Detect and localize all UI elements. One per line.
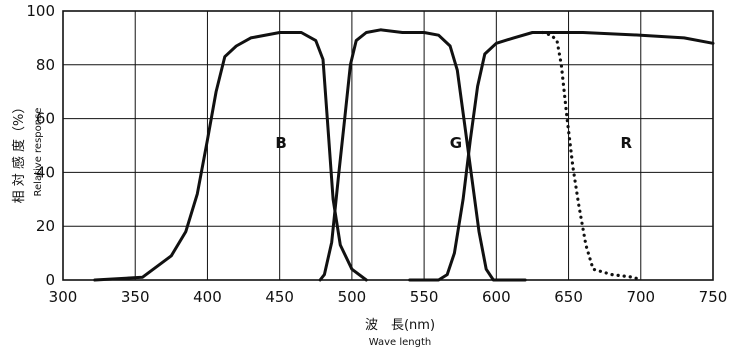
x-tick-label: 550 [410,288,439,306]
x-tick-label: 450 [265,288,294,306]
curve-label-b: B [275,134,286,152]
x-axis-label: 波 長(nm) [365,318,435,333]
x-tick-label: 650 [554,288,583,306]
x-tick-label: 750 [699,288,728,306]
grid-lines [63,11,713,280]
y-tick-label: 100 [26,2,55,20]
x-axis-sublabel: Wave length [369,337,432,348]
x-tick-label: 350 [121,288,150,306]
y-tick-label: 0 [45,271,55,289]
x-tick-label: 500 [338,288,367,306]
tick-labels: 300 350 400 450 500 550 600 650 700 750 0 20 40 60 80 1… [26,2,727,306]
curve-label-g: G [450,134,462,152]
x-tick-label: 300 [49,288,78,306]
plot-frame [62,10,714,281]
series-g-curve [318,28,527,282]
y-tick-label: 20 [36,217,55,235]
response-curves [93,28,715,282]
x-axis-title: 波 長(nm) Wave length [365,318,435,348]
series-r-curve [408,31,715,282]
y-tick-label: 60 [36,110,55,128]
y-axis-label: 相 対 感 度（%） [11,101,27,204]
series-r-dotted-curve [541,30,643,282]
y-axis-title: 相 対 感 度（%） Relative response [11,101,44,204]
series-b-curve [93,31,368,282]
y-tick-label: 80 [36,56,55,74]
y-tick-label: 40 [36,163,55,181]
x-tick-label: 700 [626,288,655,306]
y-axis-sublabel: Relative response [33,108,44,197]
x-tick-label: 600 [482,288,511,306]
x-tick-label: 400 [193,288,222,306]
curve-label-r: R [621,134,633,152]
